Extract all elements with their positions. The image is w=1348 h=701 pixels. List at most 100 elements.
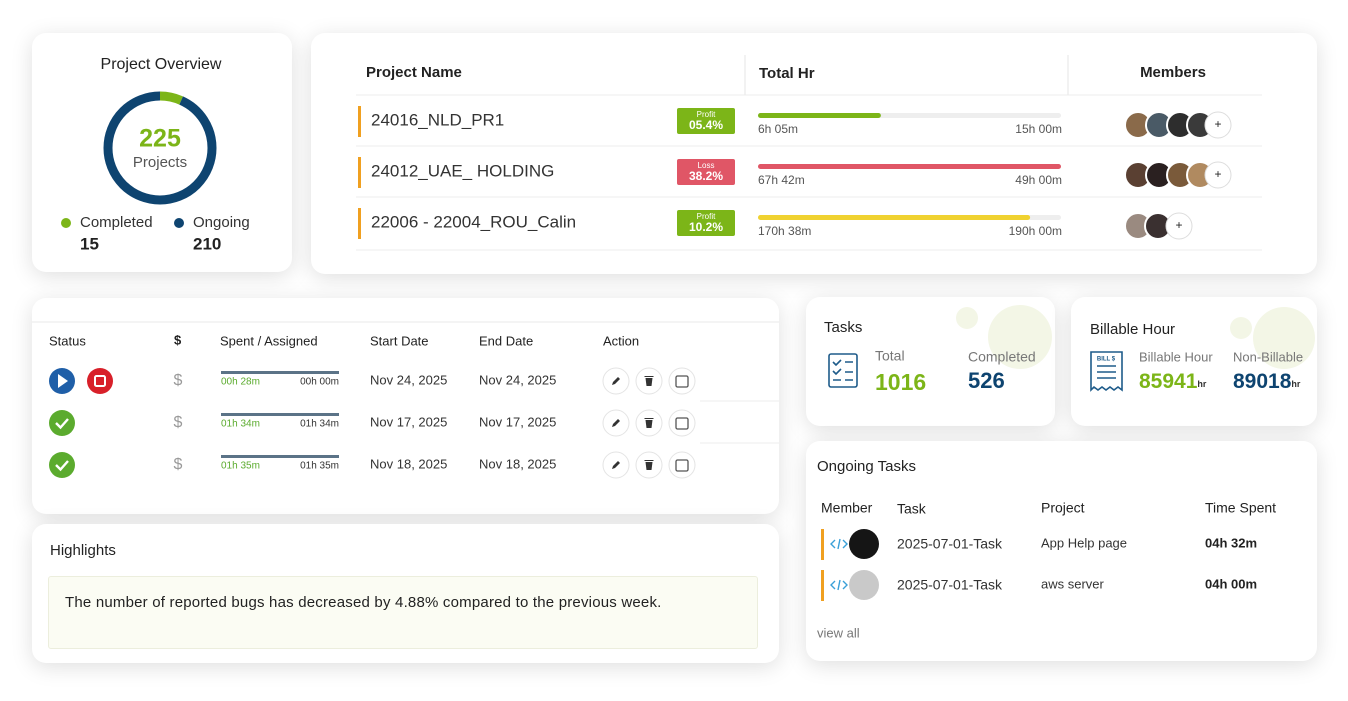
add-label: + bbox=[1175, 218, 1182, 232]
done-icon bbox=[49, 452, 75, 478]
column-header: $ bbox=[174, 332, 182, 347]
column-header: Spent / Assigned bbox=[220, 333, 318, 348]
add-label: + bbox=[1214, 117, 1221, 131]
result-label: Loss bbox=[698, 161, 715, 170]
bill-icon-text: BILL $ bbox=[1097, 357, 1116, 363]
schedule-button[interactable] bbox=[668, 409, 696, 437]
progress-bar bbox=[221, 455, 339, 458]
member-avatar bbox=[849, 570, 879, 600]
total-label: Projects bbox=[133, 154, 187, 171]
tasks-icon bbox=[828, 353, 858, 388]
card-title: Tasks bbox=[824, 319, 862, 336]
stat-value: 89018hr bbox=[1233, 370, 1301, 393]
progress-bar bbox=[758, 113, 881, 118]
billing: $ bbox=[174, 372, 183, 389]
task: 2025-07-01-Task bbox=[897, 536, 1003, 552]
schedule-button[interactable] bbox=[668, 367, 696, 395]
row-accent bbox=[358, 208, 361, 239]
progress-bar bbox=[758, 215, 1031, 220]
unit: hr bbox=[1197, 379, 1206, 389]
stat-label: Non-Billable bbox=[1233, 349, 1303, 364]
project: aws server bbox=[1041, 576, 1105, 591]
project-name: 24016_NLD_PR1 bbox=[371, 110, 504, 129]
add-label: + bbox=[1214, 167, 1221, 181]
total-hours: 49h 00m bbox=[1015, 173, 1062, 187]
progress-bar bbox=[221, 413, 339, 416]
play-button[interactable] bbox=[49, 368, 75, 394]
add-member[interactable] bbox=[1204, 111, 1232, 139]
billing: $ bbox=[174, 456, 183, 473]
result-badge bbox=[677, 159, 735, 185]
schedule-button[interactable] bbox=[668, 451, 696, 479]
result-badge bbox=[677, 210, 735, 236]
delete-icon bbox=[644, 418, 654, 428]
spent: 01h 34m bbox=[221, 419, 260, 430]
view-all-link[interactable]: view all bbox=[817, 625, 860, 640]
avatars bbox=[1124, 111, 1232, 240]
project: App Help page bbox=[1041, 535, 1127, 550]
total-hours: 15h 00m bbox=[1015, 122, 1062, 136]
value: 89018 bbox=[1233, 370, 1292, 393]
column-header: Total Hr bbox=[759, 65, 815, 82]
unit: hr bbox=[1291, 379, 1300, 389]
legend-dot bbox=[174, 218, 184, 228]
row-accent bbox=[821, 570, 824, 601]
project-name: 24012_UAE_ HOLDING bbox=[371, 161, 554, 180]
done-icon bbox=[49, 410, 75, 436]
total-projects: 225 bbox=[139, 125, 181, 153]
time-spent: 04h 32m bbox=[1205, 535, 1257, 550]
result-percent: 10.2% bbox=[689, 220, 723, 234]
legend-value: 15 bbox=[80, 234, 99, 253]
result-percent: 05.4% bbox=[689, 118, 723, 132]
delete-icon bbox=[644, 460, 654, 470]
end-date: Nov 24, 2025 bbox=[479, 372, 556, 387]
end-date: Nov 17, 2025 bbox=[479, 414, 556, 429]
legend-label: Completed bbox=[80, 214, 153, 231]
row-accent bbox=[358, 157, 361, 188]
result-badge bbox=[677, 108, 735, 134]
legend-label: Ongoing bbox=[193, 214, 250, 231]
project-name: 22006 - 22004_ROU_Calin bbox=[371, 212, 576, 231]
legend-dot bbox=[61, 218, 71, 228]
legend-value: 210 bbox=[193, 234, 221, 253]
stat-value: 526 bbox=[968, 368, 1005, 393]
bill-icon bbox=[1090, 351, 1123, 392]
column-header: Task bbox=[897, 501, 927, 517]
spent: 00h 28m bbox=[221, 377, 260, 388]
column-header: Action bbox=[603, 333, 639, 348]
assigned: 00h 00m bbox=[300, 377, 339, 388]
spent: 01h 35m bbox=[221, 461, 260, 472]
value: 85941 bbox=[1139, 370, 1198, 393]
add-member[interactable] bbox=[1165, 212, 1193, 240]
stat-label: Total bbox=[875, 348, 905, 364]
stat-value: 85941hr bbox=[1139, 370, 1207, 393]
column-header: Project bbox=[1041, 500, 1085, 516]
result-label: Profit bbox=[697, 110, 716, 119]
delete-icon bbox=[644, 376, 654, 386]
decor bbox=[1230, 317, 1252, 339]
calendar-icon bbox=[675, 375, 689, 388]
end-date: Nov 18, 2025 bbox=[479, 456, 556, 471]
decor bbox=[956, 307, 978, 329]
start-date: Nov 17, 2025 bbox=[370, 414, 447, 429]
add-member[interactable] bbox=[1204, 161, 1232, 189]
ongoing-card bbox=[806, 441, 1317, 661]
column-header: Project Name bbox=[366, 64, 462, 81]
spent-hours: 6h 05m bbox=[758, 122, 798, 136]
task-log-card bbox=[32, 298, 779, 514]
card-title: Project Overview bbox=[101, 56, 222, 73]
assigned: 01h 34m bbox=[300, 419, 339, 430]
stat-value: 1016 bbox=[875, 369, 926, 395]
stat-label: Completed bbox=[968, 349, 1036, 365]
calendar-icon bbox=[675, 459, 689, 472]
time-spent: 04h 00m bbox=[1205, 576, 1257, 591]
assigned: 01h 35m bbox=[300, 461, 339, 472]
decor bbox=[1253, 307, 1315, 369]
decor bbox=[988, 305, 1052, 369]
code-icon bbox=[830, 579, 848, 591]
start-date: Nov 18, 2025 bbox=[370, 456, 447, 471]
progress-bar bbox=[758, 164, 1061, 169]
stop-button[interactable] bbox=[87, 368, 113, 394]
